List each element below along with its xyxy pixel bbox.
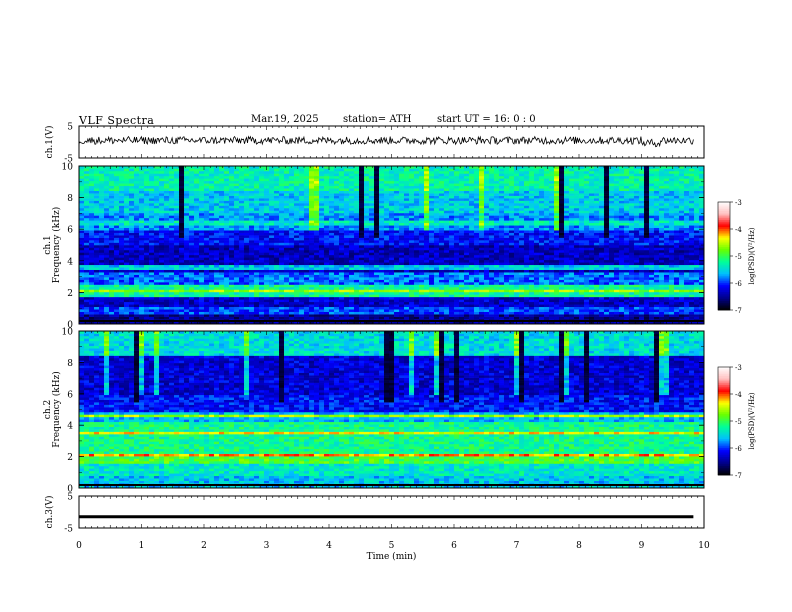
ch1-colorbar-tick: -3 bbox=[735, 199, 742, 207]
ch1-colorbar-tick: -6 bbox=[735, 280, 742, 288]
ch3-ytick-label: 5 bbox=[67, 493, 73, 503]
spec1-ytick-label: 8 bbox=[67, 194, 73, 204]
ch1-waveform-line bbox=[78, 135, 694, 148]
spec1-ytick-label: 4 bbox=[67, 257, 73, 267]
ch1-ytick-label: -5 bbox=[64, 155, 73, 165]
ch1-colorbar-tick: -5 bbox=[735, 253, 742, 261]
date-label: Mar.19, 2025 bbox=[251, 114, 319, 125]
spec1-ytick-label: 0 bbox=[67, 321, 73, 331]
spec1-ytick-label: 6 bbox=[67, 226, 73, 236]
start-time-label: start UT = 16: 0 : 0 bbox=[437, 114, 536, 125]
ch3-frame bbox=[78, 495, 705, 529]
xtick-label: 4 bbox=[326, 541, 332, 551]
spec2-ylabel: ch.2 bbox=[43, 400, 53, 419]
spec2-ytick-label: 0 bbox=[67, 485, 73, 495]
xtick-label: 3 bbox=[264, 541, 270, 551]
spec1-ytick-label: 10 bbox=[62, 163, 74, 173]
xaxis-label: Time (min) bbox=[367, 551, 417, 562]
ch1-colorbar-label: log(PSD)(V²/Hz) bbox=[748, 227, 756, 284]
spec2-ytick-label: 2 bbox=[67, 453, 73, 463]
spec1-ylabel-frequency: Frequency (kHz) bbox=[51, 207, 62, 284]
ch2-colorbar-tick: -4 bbox=[735, 391, 742, 399]
ch3-ytick-label: -5 bbox=[64, 525, 73, 535]
ch2-colorbar bbox=[717, 366, 731, 476]
spec2-ytick-label: 10 bbox=[62, 328, 74, 338]
xtick-label: 8 bbox=[576, 541, 582, 551]
xtick-label: 2 bbox=[201, 541, 207, 551]
ch2-colorbar-tick: -7 bbox=[735, 472, 742, 480]
spec1-ylabel: ch.1 bbox=[43, 235, 53, 254]
ch2-colorbar-tick: -5 bbox=[735, 418, 742, 426]
xtick-label: 5 bbox=[389, 541, 395, 551]
spec2-ylabel-frequency: Frequency (kHz) bbox=[51, 371, 62, 448]
ch1-colorbar-tick: -7 bbox=[735, 307, 742, 315]
ch2-colorbar-tick: -3 bbox=[735, 364, 742, 372]
xtick-label: 0 bbox=[76, 541, 82, 551]
ch1-spectrogram-image bbox=[79, 166, 705, 325]
ch2-colorbar-tick: -6 bbox=[735, 445, 742, 453]
ch1-ytick-label: 5 bbox=[67, 123, 73, 133]
ch1-ylabel: ch.1(V) bbox=[44, 126, 55, 159]
spec2-ytick-label: 8 bbox=[67, 359, 73, 369]
spec2-ytick-label: 4 bbox=[67, 422, 73, 432]
ch3-ylabel: ch.3(V) bbox=[44, 496, 55, 529]
spec1-ytick-label: 2 bbox=[67, 289, 73, 299]
ch1-colorbar-tick: -4 bbox=[735, 226, 742, 234]
xtick-label: 9 bbox=[639, 541, 645, 551]
station-label: station= ATH bbox=[343, 114, 412, 125]
chart-title: VLF Spectra bbox=[79, 114, 155, 127]
ch2-colorbar-label: log(PSD)(V²/Hz) bbox=[748, 392, 756, 449]
spec2-ytick-label: 6 bbox=[67, 390, 73, 400]
xtick-label: 6 bbox=[451, 541, 457, 551]
ch2-spectrogram-image bbox=[79, 331, 705, 489]
xtick-label: 10 bbox=[698, 541, 710, 551]
xtick-label: 7 bbox=[514, 541, 520, 551]
xtick-label: 1 bbox=[139, 541, 145, 551]
ch1-colorbar bbox=[717, 201, 731, 311]
